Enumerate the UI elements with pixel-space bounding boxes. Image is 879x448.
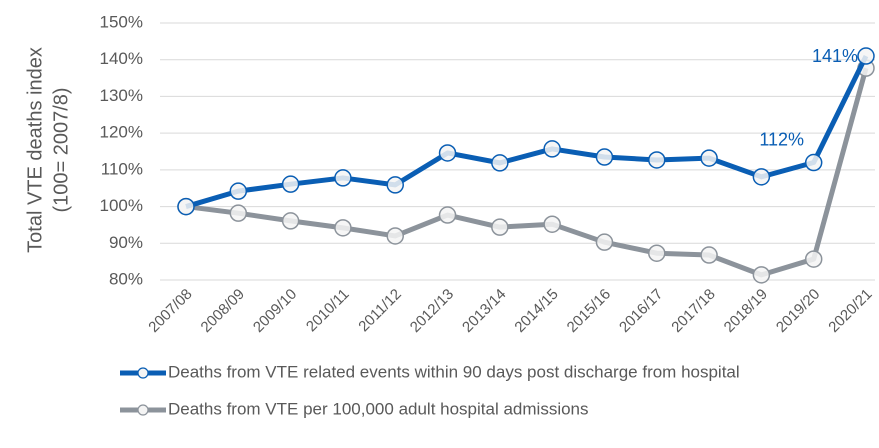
point-marker xyxy=(386,227,404,245)
x-tick-label: 2009/10 xyxy=(250,286,300,336)
point-marker xyxy=(177,197,195,216)
point-marker xyxy=(752,168,771,186)
legend-marker xyxy=(137,367,149,379)
x-tick-label: 2017/18 xyxy=(668,286,718,336)
point-marker xyxy=(229,204,248,222)
point-marker xyxy=(752,266,771,284)
point-marker xyxy=(334,219,352,237)
y-tick-label: 110% xyxy=(101,159,143,178)
x-tick-label: 2014/15 xyxy=(511,286,561,336)
x-tick-label: 2019/20 xyxy=(773,286,823,336)
x-tick-label: 2012/13 xyxy=(407,286,457,336)
point-marker xyxy=(648,244,666,262)
point-marker xyxy=(700,246,718,264)
point-marker xyxy=(334,169,352,187)
point-marker xyxy=(700,149,718,167)
point-marker xyxy=(804,250,823,268)
point-marker xyxy=(857,47,875,65)
point-marker xyxy=(804,153,823,172)
x-tick-label: 2016/17 xyxy=(616,286,666,336)
data-label: 112% xyxy=(759,129,804,149)
y-tick-label: 90% xyxy=(109,233,143,252)
point-marker xyxy=(281,175,300,193)
data-label: 141% xyxy=(812,46,858,66)
point-marker xyxy=(543,140,561,158)
point-marker xyxy=(648,151,666,169)
y-axis-title: (100= 2007/8) xyxy=(50,87,72,212)
x-tick-label: 2020/21 xyxy=(825,286,875,336)
legend-label: Deaths from VTE related events within 90… xyxy=(168,362,740,381)
series-line xyxy=(185,54,869,209)
point-marker xyxy=(595,233,614,251)
point-marker xyxy=(229,182,248,200)
x-tick-label: 2010/11 xyxy=(303,286,353,336)
point-marker xyxy=(438,144,457,162)
legend-label: Deaths from VTE per 100,000 adult hospit… xyxy=(168,399,589,418)
y-tick-label: 80% xyxy=(109,269,143,288)
y-tick-label: 150% xyxy=(100,12,143,31)
point-marker xyxy=(386,176,404,194)
point-marker xyxy=(491,218,509,236)
point-marker xyxy=(438,206,457,224)
legend-marker xyxy=(137,404,149,416)
x-tick-label: 2018/19 xyxy=(721,286,771,336)
x-tick-label: 2013/14 xyxy=(459,286,509,336)
point-marker xyxy=(543,215,561,233)
y-tick-label: 120% xyxy=(100,123,143,142)
x-tick-label: 2008/09 xyxy=(198,286,248,336)
point-marker xyxy=(491,154,509,172)
point-marker xyxy=(595,148,614,166)
x-tick-label: 2007/08 xyxy=(145,286,195,336)
x-tick-label: 2015/16 xyxy=(564,286,614,336)
y-tick-label: 140% xyxy=(100,49,143,68)
series-line xyxy=(185,67,869,278)
y-tick-label: 100% xyxy=(100,196,143,215)
x-tick-label: 2011/12 xyxy=(355,286,405,336)
point-marker xyxy=(281,212,300,230)
y-axis-title: Total VTE deaths index xyxy=(24,47,46,253)
y-tick-label: 130% xyxy=(100,86,143,105)
